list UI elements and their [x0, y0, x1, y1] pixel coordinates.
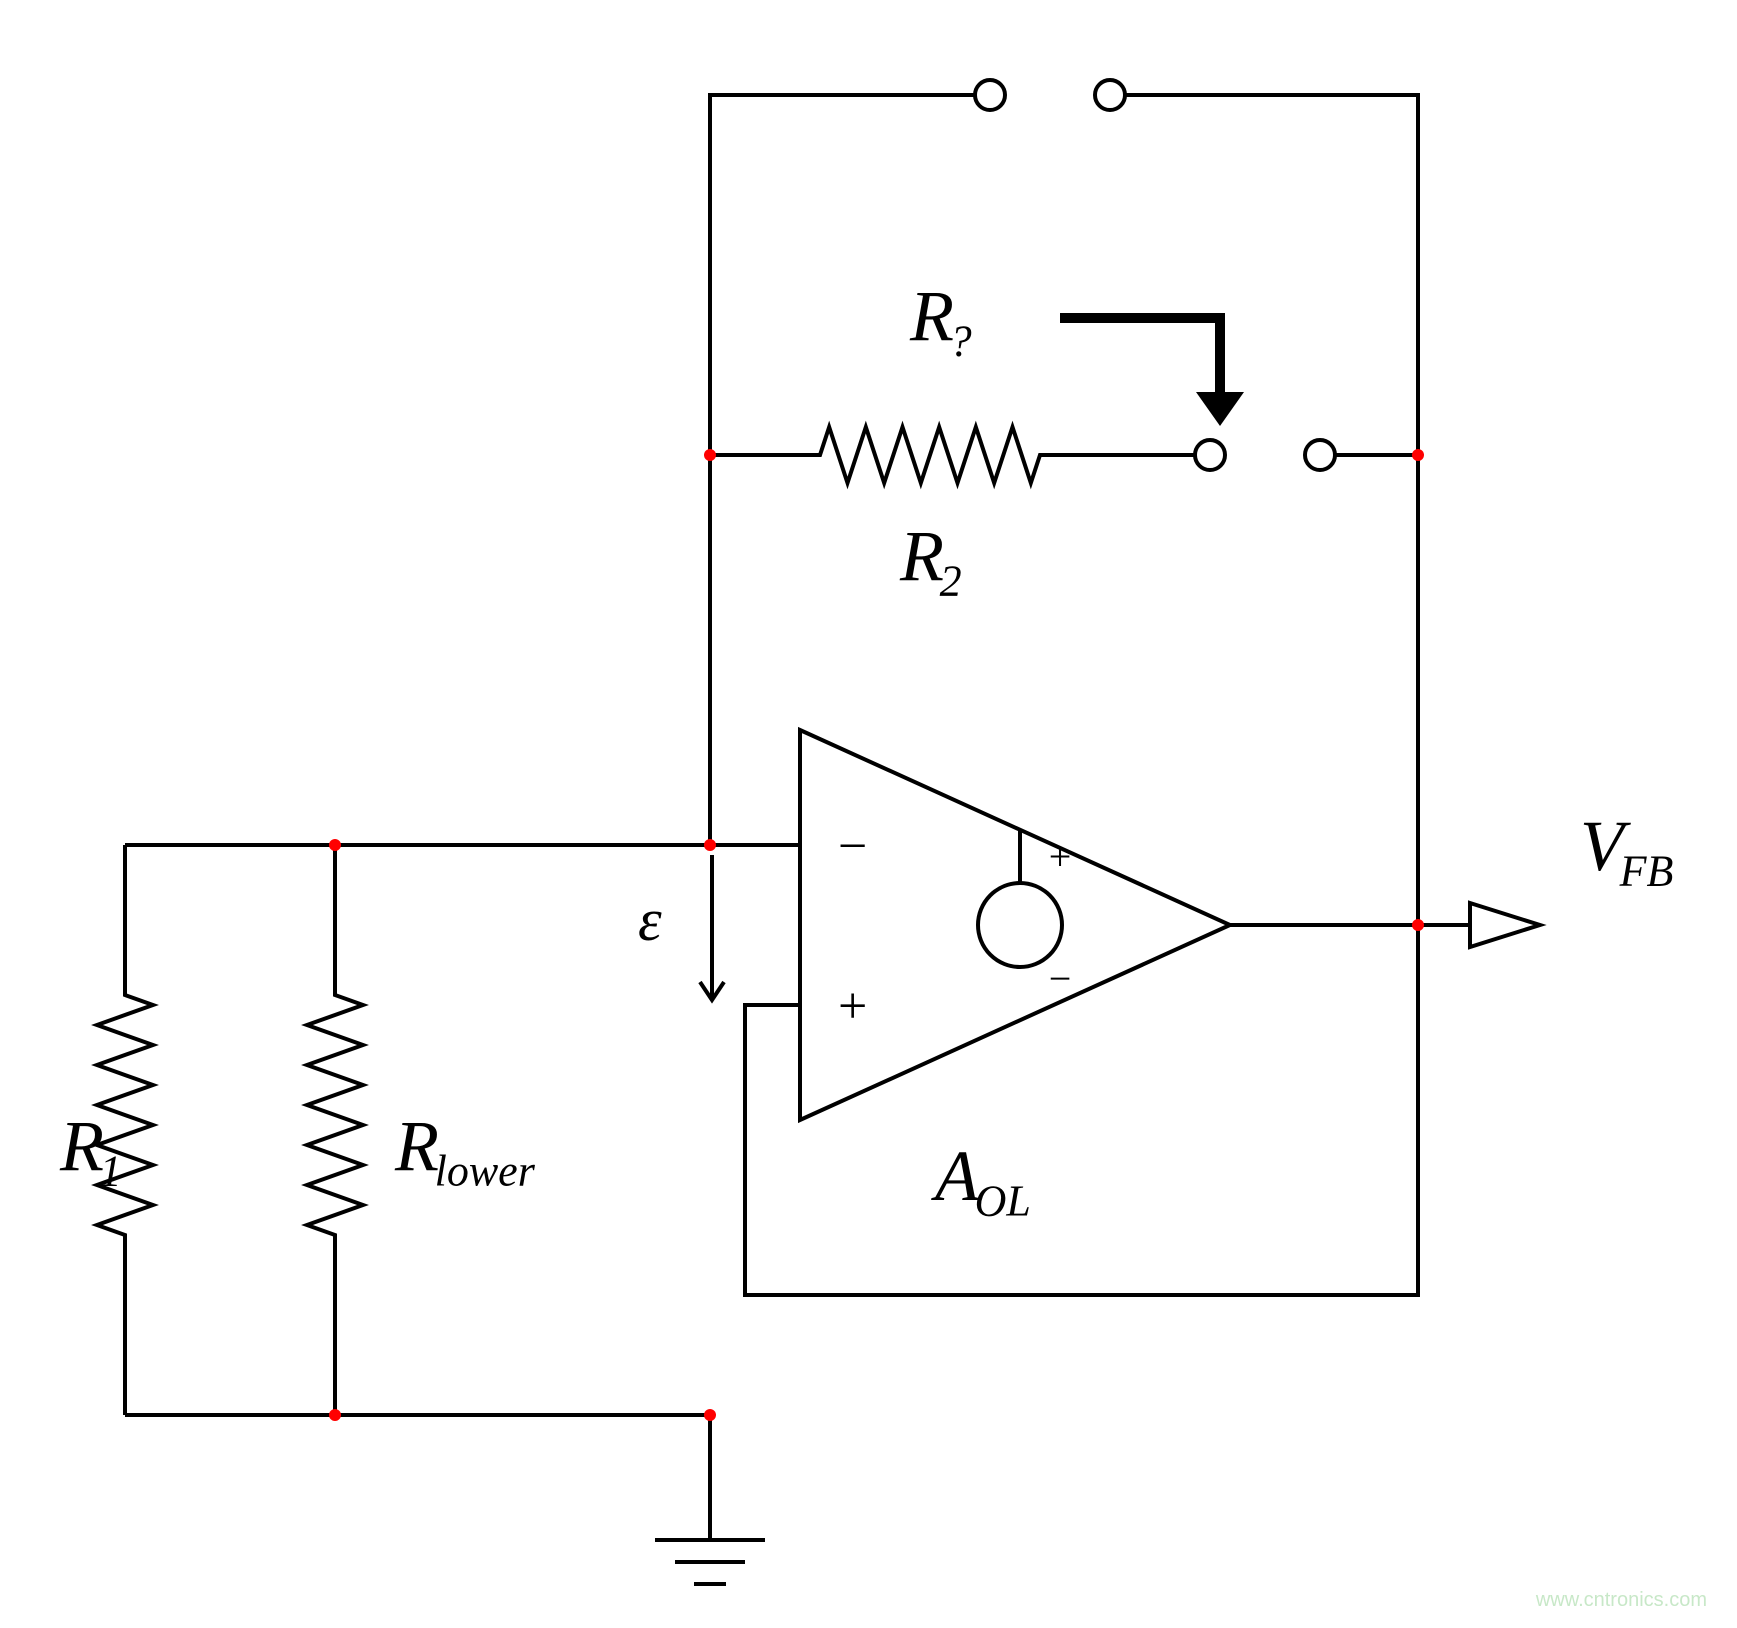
wire-top-right: [1125, 95, 1418, 455]
junction-node: [329, 839, 341, 851]
label-r1-main: R: [59, 1106, 104, 1186]
resistor-r2: [800, 427, 1060, 483]
label-r2-main: R: [899, 516, 944, 596]
opamp-plus-sign: +: [838, 978, 867, 1035]
opamp-inner-minus: −: [1049, 956, 1072, 1001]
junction-node: [1412, 449, 1424, 461]
junction-node: [704, 1409, 716, 1421]
label-rlower: Rlower: [394, 1106, 536, 1195]
watermark: www.cntronics.com: [1535, 1589, 1707, 1611]
label-epsilon: ε: [638, 887, 662, 953]
label-r-question-sub: ?: [950, 316, 972, 365]
label-r2: R2: [899, 516, 962, 605]
opamp-inner-plus: +: [1049, 834, 1072, 879]
open-terminal: [975, 80, 1005, 110]
label-r2-sub: 2: [940, 556, 962, 605]
label-aol-main: A: [931, 1136, 980, 1216]
opamp-source-icon: [978, 883, 1062, 967]
wire-top-left: [710, 95, 975, 455]
label-vfb-sub: FB: [1619, 846, 1674, 895]
label-r-question: R?: [909, 276, 972, 365]
label-aol-sub: OL: [975, 1176, 1031, 1225]
open-terminal: [1305, 440, 1335, 470]
label-r1-sub: 1: [100, 1146, 122, 1195]
junction-node: [704, 449, 716, 461]
resistor-r1: [97, 975, 153, 1255]
label-r-question-main: R: [909, 276, 954, 356]
open-terminal: [1195, 440, 1225, 470]
label-vfb: VFB: [1580, 806, 1673, 895]
junction-node: [1412, 919, 1424, 931]
output-arrow-icon: [1470, 903, 1540, 947]
junction-node: [704, 839, 716, 851]
label-rlower-sub: lower: [435, 1146, 536, 1195]
label-r1: R1: [59, 1106, 122, 1195]
label-aol: AOL: [931, 1136, 1031, 1225]
label-rlower-main: R: [394, 1106, 439, 1186]
resistor-rlower: [307, 975, 363, 1255]
r-question-arrow: [1060, 318, 1220, 392]
r-question-arrowhead: [1196, 392, 1244, 426]
opamp-minus-sign: −: [838, 818, 867, 875]
open-terminal: [1095, 80, 1125, 110]
junction-node: [329, 1409, 341, 1421]
